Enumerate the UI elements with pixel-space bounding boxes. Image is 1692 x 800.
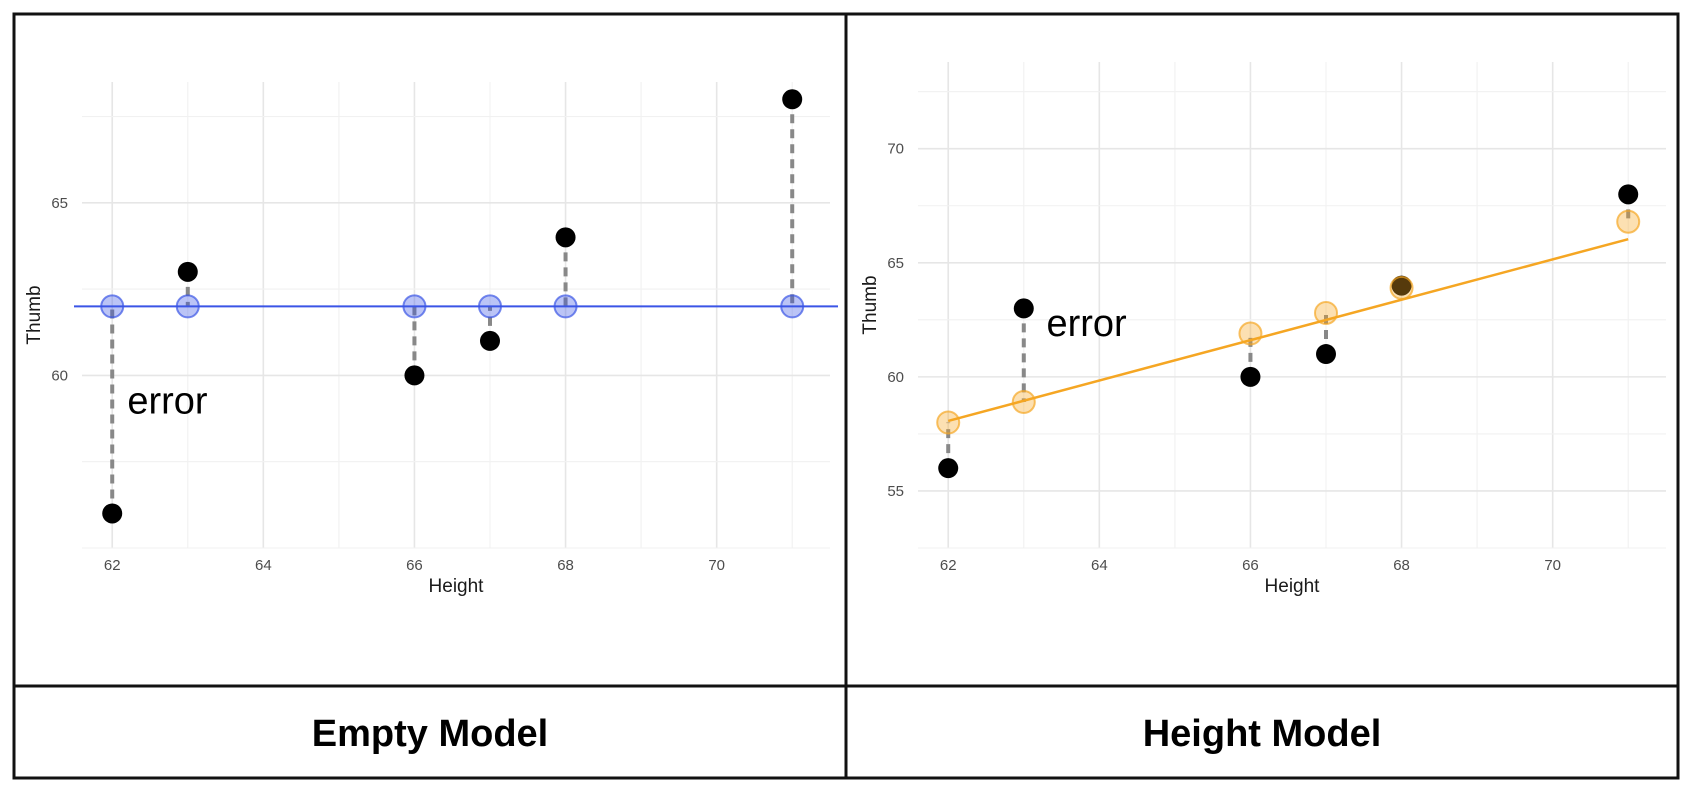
error-annotation: error: [127, 380, 208, 422]
predicted-point: [780, 294, 805, 319]
x-axis-title: Height: [429, 576, 485, 597]
observed-point: [177, 261, 198, 282]
x-axis-title: Height: [1265, 576, 1321, 597]
observed-point: [1316, 344, 1336, 365]
observed-point: [404, 365, 425, 386]
empty-model-caption: Empty Model: [312, 713, 548, 755]
predicted-point: [478, 294, 502, 319]
predicted-point: [1238, 321, 1263, 346]
predicted-point: [402, 294, 427, 319]
x-tick-label: 62: [940, 557, 957, 574]
y-tick-label: 65: [51, 195, 68, 212]
predicted-point: [1389, 275, 1414, 300]
predicted-point: [175, 294, 200, 319]
observed-point: [1618, 184, 1639, 205]
x-tick-label: 64: [255, 557, 272, 574]
x-tick-label: 66: [1242, 557, 1259, 574]
observed-point: [782, 89, 803, 110]
y-tick-label: 55: [887, 483, 904, 500]
predicted-point: [100, 294, 125, 319]
observed-point: [1391, 275, 1412, 296]
x-tick-label: 68: [1393, 557, 1410, 574]
x-tick-label: 70: [1544, 557, 1561, 574]
x-tick-label: 68: [557, 557, 574, 574]
error-annotation: error: [1046, 303, 1127, 345]
y-tick-label: 70: [887, 141, 904, 158]
y-tick-label: 65: [887, 255, 904, 272]
predicted-point: [1011, 389, 1036, 414]
predicted-point: [1314, 300, 1338, 325]
x-tick-label: 70: [708, 557, 725, 574]
observed-point: [1240, 366, 1261, 387]
y-axis-title: Thumb: [24, 285, 45, 344]
height-model-caption: Height Model: [1143, 713, 1382, 755]
x-tick-label: 64: [1091, 557, 1108, 574]
x-tick-label: 66: [406, 557, 423, 574]
empty-model-panel: 62 64 66 68 70 60 65 Height Thumb error: [24, 82, 838, 597]
predicted-point: [936, 410, 961, 435]
predicted-point: [553, 294, 578, 319]
observed-point: [555, 227, 576, 248]
predicted-point: [1616, 209, 1641, 234]
model-line: [947, 237, 1629, 423]
observed-point: [480, 330, 500, 351]
y-tick-label: 60: [887, 369, 904, 386]
y-tick-label: 60: [51, 367, 68, 384]
observed-point: [102, 503, 123, 524]
y-axis-title: Thumb: [860, 275, 881, 334]
observed-point: [938, 458, 959, 479]
x-tick-label: 62: [104, 557, 121, 574]
observed-point: [1013, 298, 1034, 319]
height-model-panel: 62 64 66 68 70 55 60 65 70 Height Thumb error: [860, 62, 1666, 597]
